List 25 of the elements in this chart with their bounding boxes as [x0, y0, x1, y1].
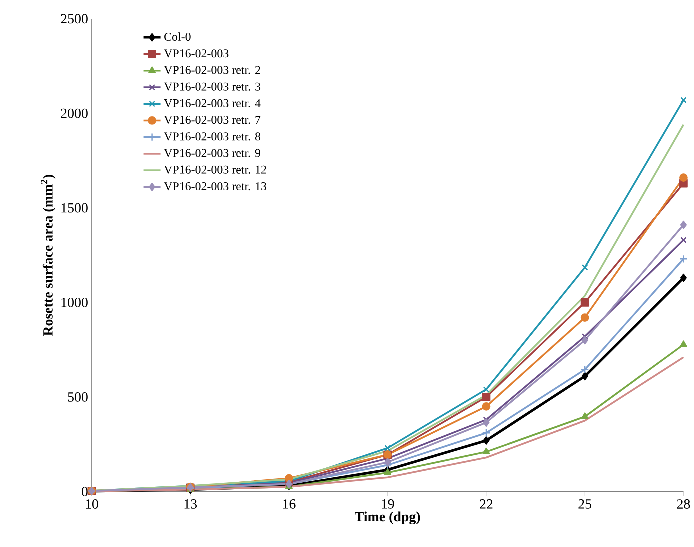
y-tick-label: 2000	[61, 108, 88, 118]
x-tick-label: 28	[677, 500, 690, 510]
y-tick-label: 0	[82, 487, 88, 497]
y-tick-label: 500	[68, 392, 88, 402]
legend-label: VP16-02-003 retr. 7	[164, 116, 261, 124]
x-tick-label: 10	[86, 500, 98, 510]
x-tick-label: 16	[283, 500, 296, 510]
legend-label: VP16-02-003 retr. 3	[164, 82, 261, 92]
x-tick-label: 22	[480, 500, 493, 509]
x-tick-label: 25	[578, 500, 592, 510]
legend-label: VP16-02-003 retr. 9	[164, 149, 260, 158]
y-axis-title: Rosette surface area (mm$^{2}$)	[41, 175, 56, 336]
y-tick-label: 2500	[61, 14, 88, 24]
legend-label: Col-0	[164, 32, 191, 42]
x-axis-title: Time (dpg)	[355, 512, 420, 525]
x-tick-label: 13	[184, 500, 198, 510]
x-tick-label: 19	[382, 500, 394, 510]
y-tick-label: 1000	[62, 298, 88, 308]
legend-label: VP16-02-003 retr. 8	[164, 132, 261, 141]
legend-label: VP16-02-003 retr. 4	[164, 100, 261, 108]
legend-label: VP16-02-003 retr. 12	[164, 166, 266, 174]
legend-label: VP16-02-003	[164, 50, 229, 58]
legend-label: VP16-02-003 retr. 2	[164, 66, 260, 74]
y-tick-label: 1500	[62, 204, 88, 213]
legend-label: VP16-02-003 retr. 13	[164, 182, 267, 191]
